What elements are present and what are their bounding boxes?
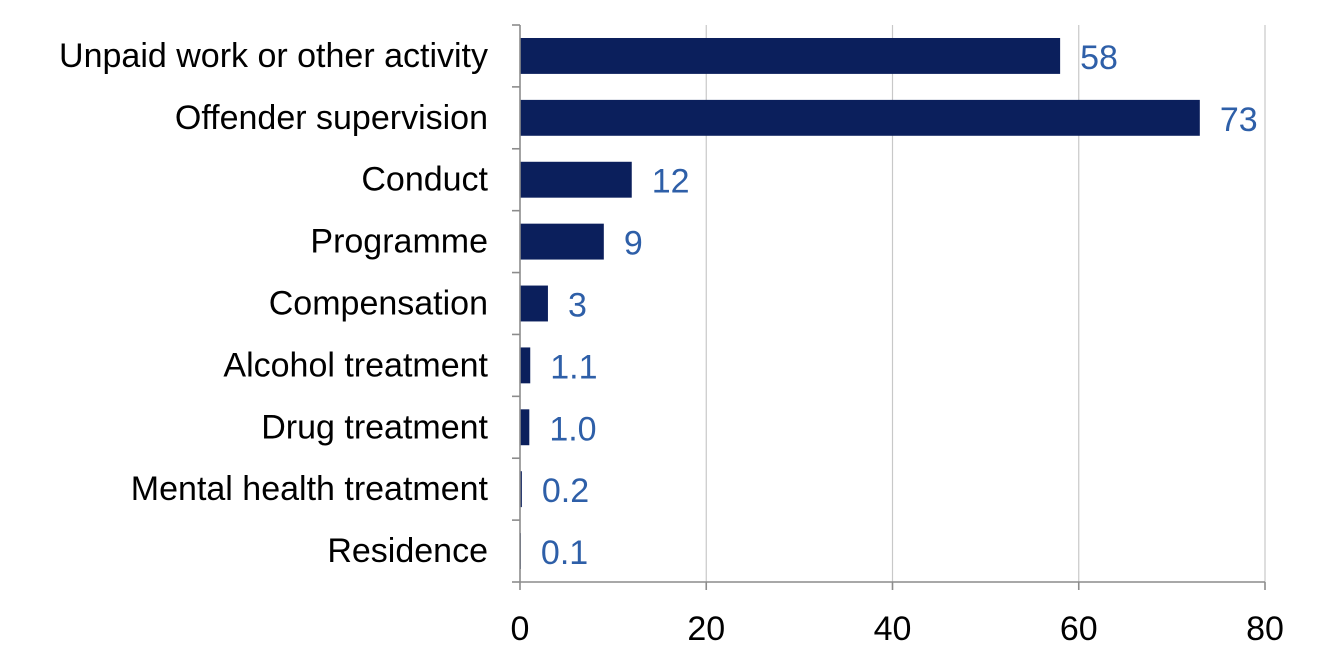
category-label: Conduct: [361, 161, 488, 199]
x-tick-label: 60: [1060, 610, 1098, 648]
x-tick-label: 80: [1246, 610, 1284, 648]
category-label: Drug treatment: [261, 408, 488, 446]
bar: [520, 471, 522, 508]
data-label: 1.1: [550, 348, 597, 386]
data-label: 58: [1080, 39, 1118, 77]
category-label: Alcohol treatment: [223, 346, 488, 384]
bar: [520, 409, 530, 446]
bar: [520, 347, 531, 384]
data-label: 9: [624, 225, 643, 263]
x-tick-label: 0: [511, 610, 530, 648]
category-label: Compensation: [269, 285, 488, 323]
data-label: 12: [652, 163, 690, 201]
x-tick-label: 20: [687, 610, 725, 648]
data-label: 3: [568, 287, 587, 325]
data-label: 0.1: [541, 534, 588, 572]
data-label: 1.0: [549, 410, 596, 448]
axes: [512, 24, 1266, 590]
x-tick-labels: 0 20 40 60 80: [511, 610, 1284, 648]
bar: [520, 223, 604, 260]
bar: [520, 99, 1200, 136]
data-label: 0.2: [542, 472, 589, 510]
category-label: Offender supervision: [175, 99, 488, 137]
category-labels: Unpaid work or other activity Offender su…: [59, 37, 489, 570]
data-label: 73: [1220, 101, 1258, 139]
category-label: Residence: [327, 532, 488, 570]
category-label: Programme: [310, 223, 488, 261]
x-tick-label: 40: [874, 610, 912, 648]
bar: [520, 285, 548, 322]
bar: [520, 37, 1061, 74]
category-label: Unpaid work or other activity: [59, 37, 488, 75]
bar: [520, 161, 632, 198]
bars: [520, 37, 1200, 570]
category-label: Mental health treatment: [131, 470, 489, 508]
